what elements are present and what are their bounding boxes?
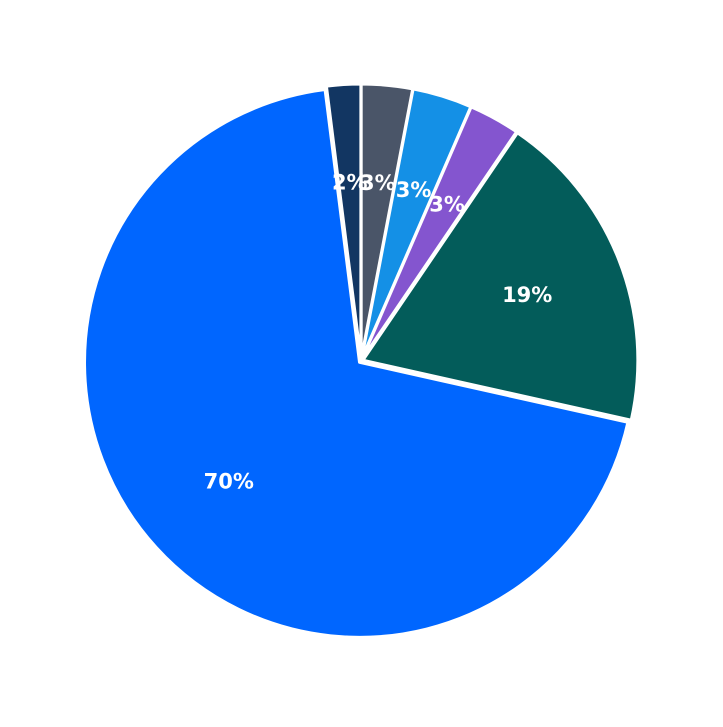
pie-slice-label-1: 3% bbox=[396, 178, 432, 202]
pie-slice-5 bbox=[324, 82, 363, 361]
pie-slice-label-3: 19% bbox=[502, 283, 552, 307]
pie-slice-3 bbox=[361, 131, 640, 422]
pie-slice-label-2: 3% bbox=[429, 192, 465, 216]
pie-slices bbox=[83, 82, 640, 639]
pie-labels: 3% 3%3%19%70%2% bbox=[204, 171, 553, 494]
pie-slice-label-4: 70% bbox=[204, 469, 254, 493]
pie-slice-label-0: 3% bbox=[360, 171, 396, 195]
pie-slice-label-5: 2% bbox=[332, 171, 368, 195]
pie-slice-4 bbox=[83, 88, 630, 639]
